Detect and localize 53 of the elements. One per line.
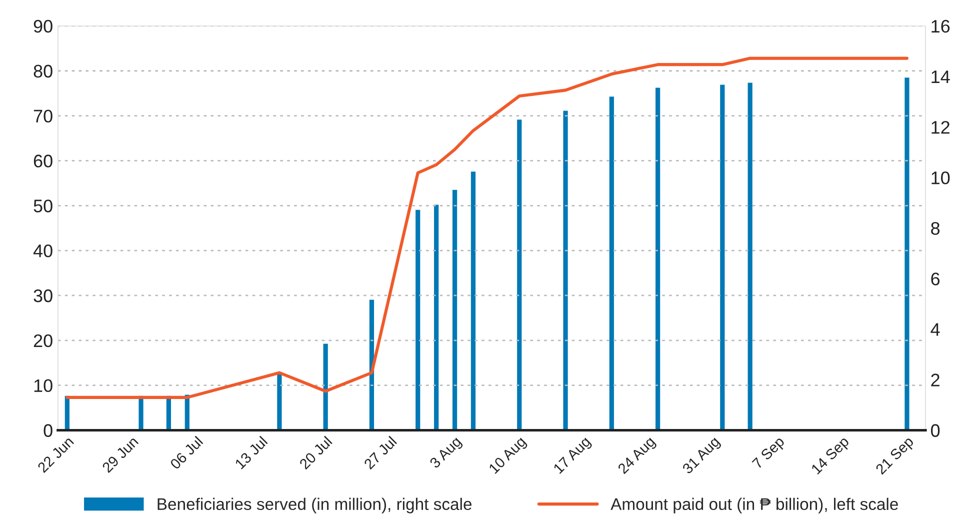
y-tick-label: 0 xyxy=(44,424,52,437)
line-series xyxy=(66,56,908,399)
bar xyxy=(746,81,754,430)
x-tick-label: 7 Sep xyxy=(752,436,787,472)
x-tick-label: 31 Aug xyxy=(682,436,722,476)
y2-tick-label: 14 xyxy=(932,70,950,84)
bar xyxy=(562,109,570,430)
bar xyxy=(414,208,422,430)
y-tick-label: 30 xyxy=(34,289,52,302)
x-tick-label: 13 Jul xyxy=(234,436,268,470)
x-tick-label: 3 Aug xyxy=(429,436,464,471)
x-tick-label: 24 Aug xyxy=(617,436,658,476)
y2-tick-label: 2 xyxy=(931,374,940,386)
y2-tick-label: 12 xyxy=(932,120,950,134)
y2-tick-label: 10 xyxy=(932,171,950,184)
bar xyxy=(432,203,440,430)
y2-tick-label: 0 xyxy=(930,424,940,437)
y-tick-label: 40 xyxy=(33,244,52,258)
bar xyxy=(516,118,524,430)
y2-tick-label: 16 xyxy=(932,20,950,33)
bar xyxy=(451,188,458,430)
bar xyxy=(63,394,71,430)
x-tick-label: 22 Jun xyxy=(37,436,74,474)
y-tick-label: 60 xyxy=(34,154,52,168)
y-tick-label: 10 xyxy=(34,379,52,392)
y2-tick-label: 8 xyxy=(931,222,940,235)
legend-label: Beneficiaries served (in million), right scale xyxy=(158,498,472,514)
bar xyxy=(276,372,284,430)
x-tick-label: 20 Jul xyxy=(298,436,332,470)
legend-label: Amount paid out (in ₱ billion), left scale xyxy=(610,498,898,514)
x-tick-label: 27 Jul xyxy=(363,436,398,470)
y-tick-label: 80 xyxy=(34,64,52,78)
y-tick-label: 90 xyxy=(34,20,52,33)
x-tick-label: 14 Sep xyxy=(810,436,852,477)
bar xyxy=(718,83,726,430)
x-tick-label: 21 Sep xyxy=(875,436,916,477)
bar xyxy=(165,394,172,430)
bar xyxy=(322,342,330,430)
bar xyxy=(608,95,616,430)
bar xyxy=(183,393,191,430)
y2-tick-label: 4 xyxy=(930,323,940,336)
bar xyxy=(654,86,662,430)
x-tick-label: 17 Aug xyxy=(553,436,593,476)
bar xyxy=(368,298,376,430)
y-tick-label: 20 xyxy=(34,334,52,348)
x-tick-label: 29 Jun xyxy=(102,436,139,474)
y2-tick-label: 6 xyxy=(931,272,940,286)
bar xyxy=(903,76,911,430)
y-tick-label: 50 xyxy=(34,200,52,212)
x-tick-label: 10 Aug xyxy=(488,436,528,476)
x-tick-label: 06 Jul xyxy=(169,436,204,470)
y-tick-label: 70 xyxy=(34,110,52,123)
bar xyxy=(470,170,477,430)
